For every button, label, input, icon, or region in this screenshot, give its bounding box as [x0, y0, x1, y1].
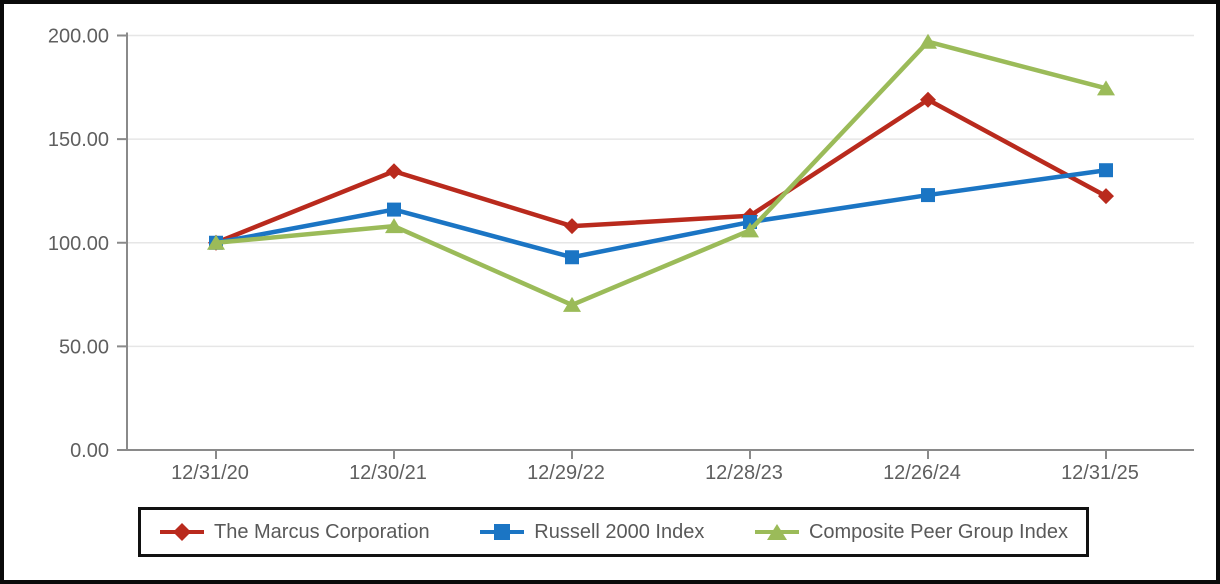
data-point-square: [921, 188, 935, 203]
triangle-marker-icon: [754, 524, 799, 540]
data-point-square: [565, 250, 579, 265]
legend-label: Russell 2000 Index: [534, 520, 705, 543]
legend-item-marcus-corporation: The Marcus Corporation: [159, 521, 430, 544]
series-line-triangle: [215, 39, 1107, 308]
data-point-triangle: [385, 218, 403, 234]
diamond-marker-icon: [160, 523, 204, 541]
y-tick-label: 0.00: [70, 440, 109, 462]
series-line-diamond: [215, 97, 1108, 245]
legend-label: The Marcus Corporation: [214, 520, 430, 543]
data-point-triangle: [563, 296, 581, 312]
x-tick-label: 12/28/23: [705, 462, 783, 484]
data-point-square: [1099, 163, 1113, 178]
data-point-triangle: [919, 33, 937, 49]
data-point-triangle: [741, 222, 759, 238]
y-tick-label: 100.00: [48, 233, 109, 255]
legend-label: Composite Peer Group Index: [808, 520, 1068, 543]
data-point-diamond: [920, 91, 936, 108]
chart-legend: The Marcus Corporation Russell 2000 Inde…: [138, 507, 1089, 557]
data-point-triangle: [207, 234, 225, 250]
series-line-square: [215, 167, 1107, 260]
x-tick-label: 12/31/20: [171, 462, 249, 484]
x-tick-label: 12/29/22: [527, 462, 605, 484]
data-point-diamond: [386, 163, 402, 180]
data-point-diamond: [564, 218, 580, 235]
y-tick-label: 50.00: [59, 336, 109, 358]
data-point-square: [387, 202, 401, 217]
data-point-diamond: [1098, 188, 1114, 205]
x-tick-label: 12/31/25: [1061, 462, 1139, 484]
legend-item-russell-2000: Russell 2000 Index: [479, 521, 704, 544]
x-tick-label: 12/26/24: [883, 462, 961, 484]
square-marker-icon: [480, 524, 525, 540]
data-point-triangle: [1097, 80, 1115, 96]
y-tick-label: 200.00: [48, 26, 109, 48]
x-tick-label: 12/30/21: [349, 462, 427, 484]
legend-item-composite-peer-group: Composite Peer Group Index: [754, 521, 1068, 544]
line-chart-canvas: 0.00 50.00 100.00 150.00 200.00 12/31/20 12/30…: [48, 26, 1194, 484]
y-tick-label: 150.00: [48, 129, 109, 151]
